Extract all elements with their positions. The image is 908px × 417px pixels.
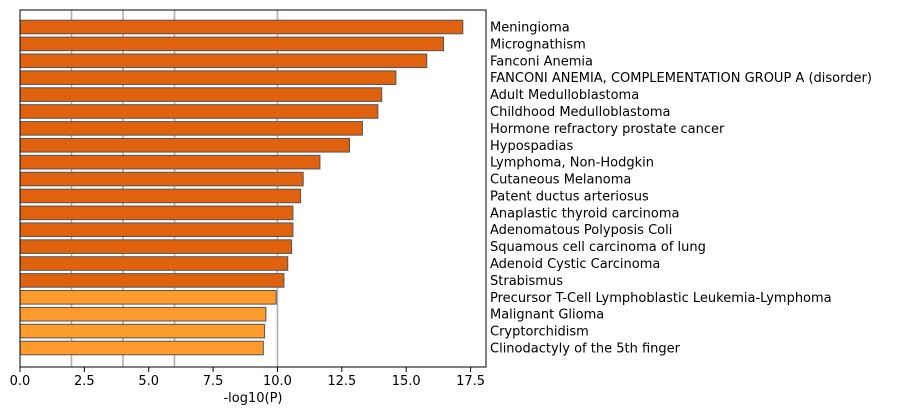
category-label: Anaplastic thyroid carcinoma xyxy=(490,206,679,221)
category-label: Clinodactyly of the 5th finger xyxy=(490,342,681,357)
x-tick-label: 17.5 xyxy=(456,374,485,389)
category-label: Meningioma xyxy=(490,21,570,36)
x-tick-label: 15.0 xyxy=(392,374,421,389)
bar xyxy=(19,273,285,288)
category-label: Hormone refractory prostate cancer xyxy=(490,122,725,137)
category-label: FANCONI ANEMIA, COMPLEMENTATION GROUP A … xyxy=(490,71,872,86)
category-label: Malignant Glioma xyxy=(490,308,604,323)
category-label: Childhood Medulloblastoma xyxy=(490,105,671,120)
x-axis-label: -log10(P) xyxy=(223,391,282,406)
bar xyxy=(19,104,379,119)
bar xyxy=(19,290,277,305)
bar xyxy=(19,256,289,271)
x-tick-label: 10.0 xyxy=(263,374,292,389)
plot-frame xyxy=(19,9,487,368)
bar xyxy=(19,70,397,85)
category-label: Cryptorchidism xyxy=(490,325,589,340)
category-label: Patent ductus arteriosus xyxy=(490,189,649,204)
bar xyxy=(19,154,321,170)
bar xyxy=(19,171,304,187)
category-label: Squamous cell carcinoma of lung xyxy=(490,240,706,255)
x-axis-ticks: 0.0 2.5 5.0 7.5 10.0 12.5 15.0 17.5 xyxy=(10,367,485,389)
category-label: Precursor T-Cell Lymphoblastic Leukemia-… xyxy=(490,291,832,306)
bar xyxy=(19,121,363,136)
bar xyxy=(19,87,383,102)
category-label: Hypospadias xyxy=(490,139,573,154)
category-label: Lymphoma, Non-Hodgkin xyxy=(490,156,654,171)
category-label: Micrognathism xyxy=(490,37,586,52)
category-label: Adenoid Cystic Carcinoma xyxy=(490,257,660,272)
category-label: Adenomatous Polyposis Coli xyxy=(490,223,672,238)
category-label: Adult Medulloblastoma xyxy=(490,88,639,103)
category-label: Fanconi Anemia xyxy=(490,54,593,69)
bar xyxy=(19,222,294,238)
bar xyxy=(19,323,266,339)
bars xyxy=(19,19,464,356)
bar xyxy=(19,306,267,322)
bar xyxy=(19,53,428,69)
category-label: Strabismus xyxy=(490,274,563,289)
bar xyxy=(19,205,294,221)
bar xyxy=(19,137,351,153)
x-tick-label: 12.5 xyxy=(327,374,356,389)
bar xyxy=(19,340,264,356)
x-tick-label: 7.5 xyxy=(203,374,224,389)
x-tick-label: 2.5 xyxy=(74,374,95,389)
bar xyxy=(19,188,302,204)
bar xyxy=(19,36,445,52)
x-tick-label: 5.0 xyxy=(138,374,159,389)
bar xyxy=(19,19,464,35)
category-label: Cutaneous Melanoma xyxy=(490,173,631,188)
bar xyxy=(19,239,293,254)
x-tick-label: 0.0 xyxy=(10,374,31,389)
